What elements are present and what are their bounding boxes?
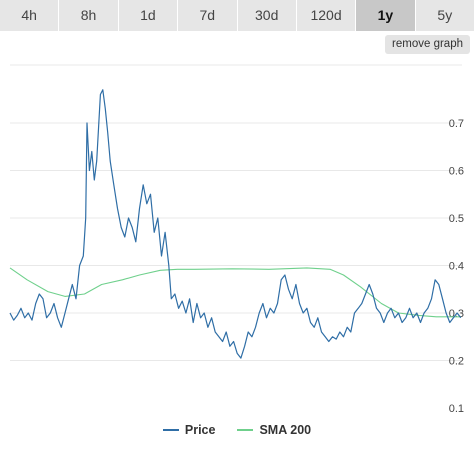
y-tick-label: 0.7 xyxy=(449,118,464,130)
legend-item-sma-200[interactable]: SMA 200 xyxy=(237,423,311,437)
tab-5y[interactable]: 5y xyxy=(437,7,453,23)
timeframe-tabs: 4h 8h 1d 7d 30d 120d 1y 5y xyxy=(0,0,474,31)
legend-swatch xyxy=(162,429,179,431)
legend-item-price[interactable]: Price xyxy=(162,423,216,437)
y-tick-label: 0.5 xyxy=(449,213,464,225)
legend-label: SMA 200 xyxy=(259,423,312,437)
y-tick-label: 0.2 xyxy=(449,356,464,368)
series-lines xyxy=(9,89,462,359)
tab-8h[interactable]: 8h xyxy=(59,0,119,31)
tab-4h[interactable]: 4h xyxy=(0,0,60,31)
legend-swatch xyxy=(237,429,254,431)
legend-label: Price xyxy=(184,423,216,437)
series-line-sma-200 xyxy=(9,267,461,318)
price-chart: 0.10.20.30.40.50.60.7 Oct '24Jan '25Apr … xyxy=(9,64,464,415)
tab-1y[interactable]: 1y xyxy=(356,0,416,31)
y-axis: 0.10.20.30.40.50.60.7 xyxy=(449,118,464,415)
series-line-price xyxy=(9,89,462,359)
tab-7d[interactable]: 7d xyxy=(178,0,238,31)
y-tick-label: 0.6 xyxy=(449,166,464,178)
y-tick-label: 0.4 xyxy=(449,261,464,273)
remove-graph-button[interactable]: remove graph xyxy=(385,35,470,54)
chart-legend: Price SMA 200 xyxy=(0,418,474,442)
y-tick-label: 0.1 xyxy=(449,403,464,415)
tab-30d[interactable]: 30d xyxy=(238,0,297,31)
tab-1d[interactable]: 1d xyxy=(119,0,179,31)
tab-120d[interactable]: 120d xyxy=(297,0,357,31)
